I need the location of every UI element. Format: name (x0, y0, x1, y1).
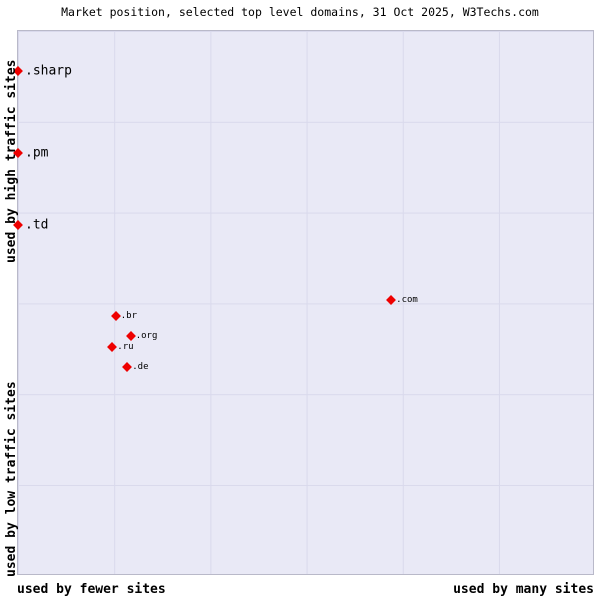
x-axis-label-many-sites: used by many sites (453, 582, 594, 597)
y-axis-label-high-traffic: used by high traffic sites (4, 59, 19, 264)
point-label: .td (25, 217, 49, 233)
point-label: .sharp (25, 63, 72, 79)
diamond-marker-icon (122, 361, 133, 372)
point-label: .pm (25, 145, 49, 161)
point-label: .de (132, 361, 149, 372)
diamond-marker-icon (107, 342, 118, 352)
diamond-marker-icon (110, 311, 121, 322)
diamond-marker-icon (386, 294, 397, 305)
point-label: .ru (117, 342, 134, 353)
point-label: .br (120, 311, 138, 322)
x-axis-label-fewer-sites: used by fewer sites (17, 582, 166, 597)
y-axis-label-low-traffic: used by low traffic sites (4, 381, 19, 577)
chart-title: Market position, selected top level doma… (61, 5, 539, 19)
point-label: .org (135, 330, 158, 341)
point-label: .com (396, 294, 418, 305)
diamond-marker-icon (125, 330, 136, 341)
plot-area: .sharp .pm .td .br .org .ru .de .com (13, 30, 594, 575)
